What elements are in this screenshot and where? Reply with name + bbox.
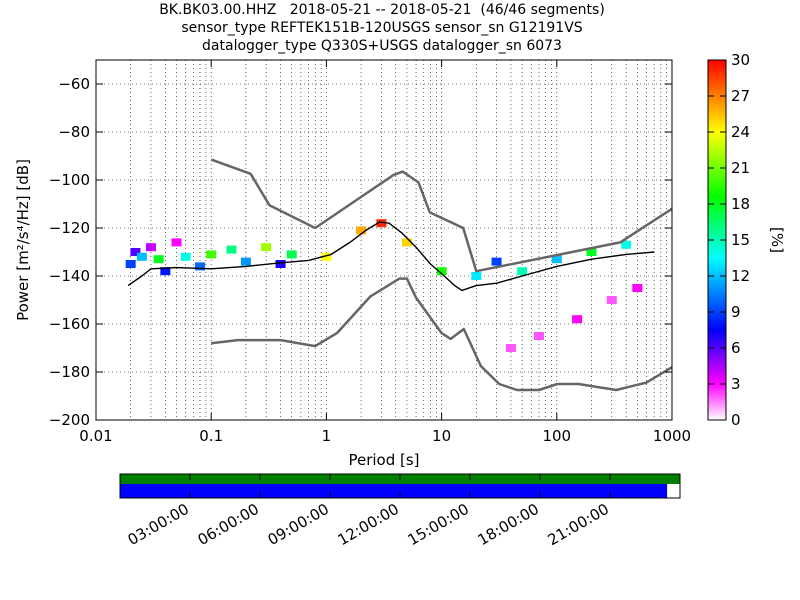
psd-heatmap-cells — [125, 219, 643, 352]
plot-frame — [95, 59, 673, 421]
grid-lines — [96, 60, 672, 421]
psd-cell — [606, 296, 617, 304]
psd-cell — [226, 245, 237, 254]
x-tick-label: 1000 — [653, 427, 691, 445]
psd-cell — [621, 240, 632, 249]
psd-cell — [160, 267, 171, 276]
psd-cell — [505, 344, 516, 352]
psd-cell — [195, 262, 206, 271]
psd-cell — [125, 260, 136, 268]
psd-cell — [180, 252, 191, 261]
x-tick-label: 0.01 — [79, 427, 112, 445]
colorbar-tick-label: 6 — [731, 339, 741, 357]
colorbar-tick-label: 18 — [731, 195, 750, 213]
psd-cell — [130, 248, 141, 256]
colorbar-tick-label: 0 — [731, 411, 741, 429]
availability-tick-label: 12:00:00 — [335, 500, 402, 549]
colorbar-tick-label: 21 — [731, 159, 750, 177]
title-line-3: datalogger_type Q330S+USGS datalogger_sn… — [202, 38, 562, 54]
psd-cell — [471, 272, 482, 280]
colorbar-label: [%] — [768, 227, 786, 253]
psd-cell — [533, 332, 544, 340]
y-tick-label: −200 — [49, 411, 90, 429]
psd-cell — [572, 315, 583, 324]
title-line-2: sensor_type REFTEK151B-120USGS sensor_sn… — [181, 20, 583, 36]
psd-cell — [321, 252, 332, 261]
new-low-noise-model-line — [211, 277, 673, 392]
y-axis-label: Power [m²/s⁴/Hz] [dB] — [14, 159, 32, 321]
y-tick-label: −80 — [58, 123, 90, 141]
y-tick-label: −180 — [49, 363, 90, 381]
y-tick-label: −120 — [49, 219, 90, 237]
psd-cell — [261, 243, 272, 252]
psd-cell — [153, 255, 164, 264]
colorbar-tick-label: 12 — [731, 267, 750, 285]
colorbar-tick-label: 15 — [731, 231, 750, 249]
psd-cell — [286, 250, 297, 259]
title-line-1: BK.BK03.00.HHZ 2018-05-21 -- 2018-05-21 … — [159, 2, 605, 18]
y-tick-label: −100 — [49, 171, 90, 189]
psd-cell — [632, 284, 643, 292]
psd-cell — [401, 238, 412, 247]
x-tick-label: 100 — [542, 427, 571, 445]
y-tick-label: −60 — [58, 75, 90, 93]
availability-tick-label: 21:00:00 — [545, 500, 612, 549]
mode-line — [127, 221, 655, 292]
colorbar-tick-label: 27 — [731, 87, 750, 105]
x-tick-label: 10 — [432, 427, 451, 445]
psd-cell — [240, 257, 251, 266]
psd-cell — [551, 255, 562, 264]
x-tick-label: 0.1 — [199, 427, 223, 445]
psd-cell — [145, 243, 156, 252]
availability-data — [120, 484, 668, 498]
psd-cell — [136, 252, 147, 261]
psd-cell — [356, 226, 367, 235]
colorbar-tick-label: 24 — [731, 123, 750, 141]
psd-cell — [376, 219, 387, 228]
psd-cell — [517, 267, 528, 276]
availability-tick-label: 06:00:00 — [195, 500, 262, 549]
availability-tick-label: 15:00:00 — [405, 500, 472, 549]
psd-cell — [206, 250, 217, 259]
availability-tick-label: 18:00:00 — [475, 500, 542, 549]
colorbar-tick-label: 3 — [731, 375, 741, 393]
psd-cell — [586, 248, 597, 256]
colorbar-ticks: 0 3 6 9 12 15 18 21 24 27 30 — [708, 51, 750, 429]
noise-model-curves — [127, 158, 673, 392]
availability-tick-label: 03:00:00 — [125, 500, 192, 549]
psd-cell — [171, 238, 182, 247]
availability-tick-label: 09:00:00 — [265, 500, 332, 549]
y-tick-label: −160 — [49, 315, 90, 333]
psd-cell — [436, 267, 447, 276]
y-tick-label: −140 — [49, 267, 90, 285]
psd-cell — [491, 257, 502, 266]
x-axis-label: Period [s] — [348, 451, 419, 469]
axis-ticks: 0.01 0.1 1 10 100 1000 −200 −180 −160 −140 −120 −10… — [49, 60, 691, 445]
psd-cell — [275, 260, 286, 268]
new-high-noise-model-line — [210, 158, 673, 273]
colorbar-tick-label: 9 — [731, 303, 741, 321]
x-tick-label: 1 — [322, 427, 332, 445]
colorbar-tick-label: 30 — [731, 51, 750, 69]
